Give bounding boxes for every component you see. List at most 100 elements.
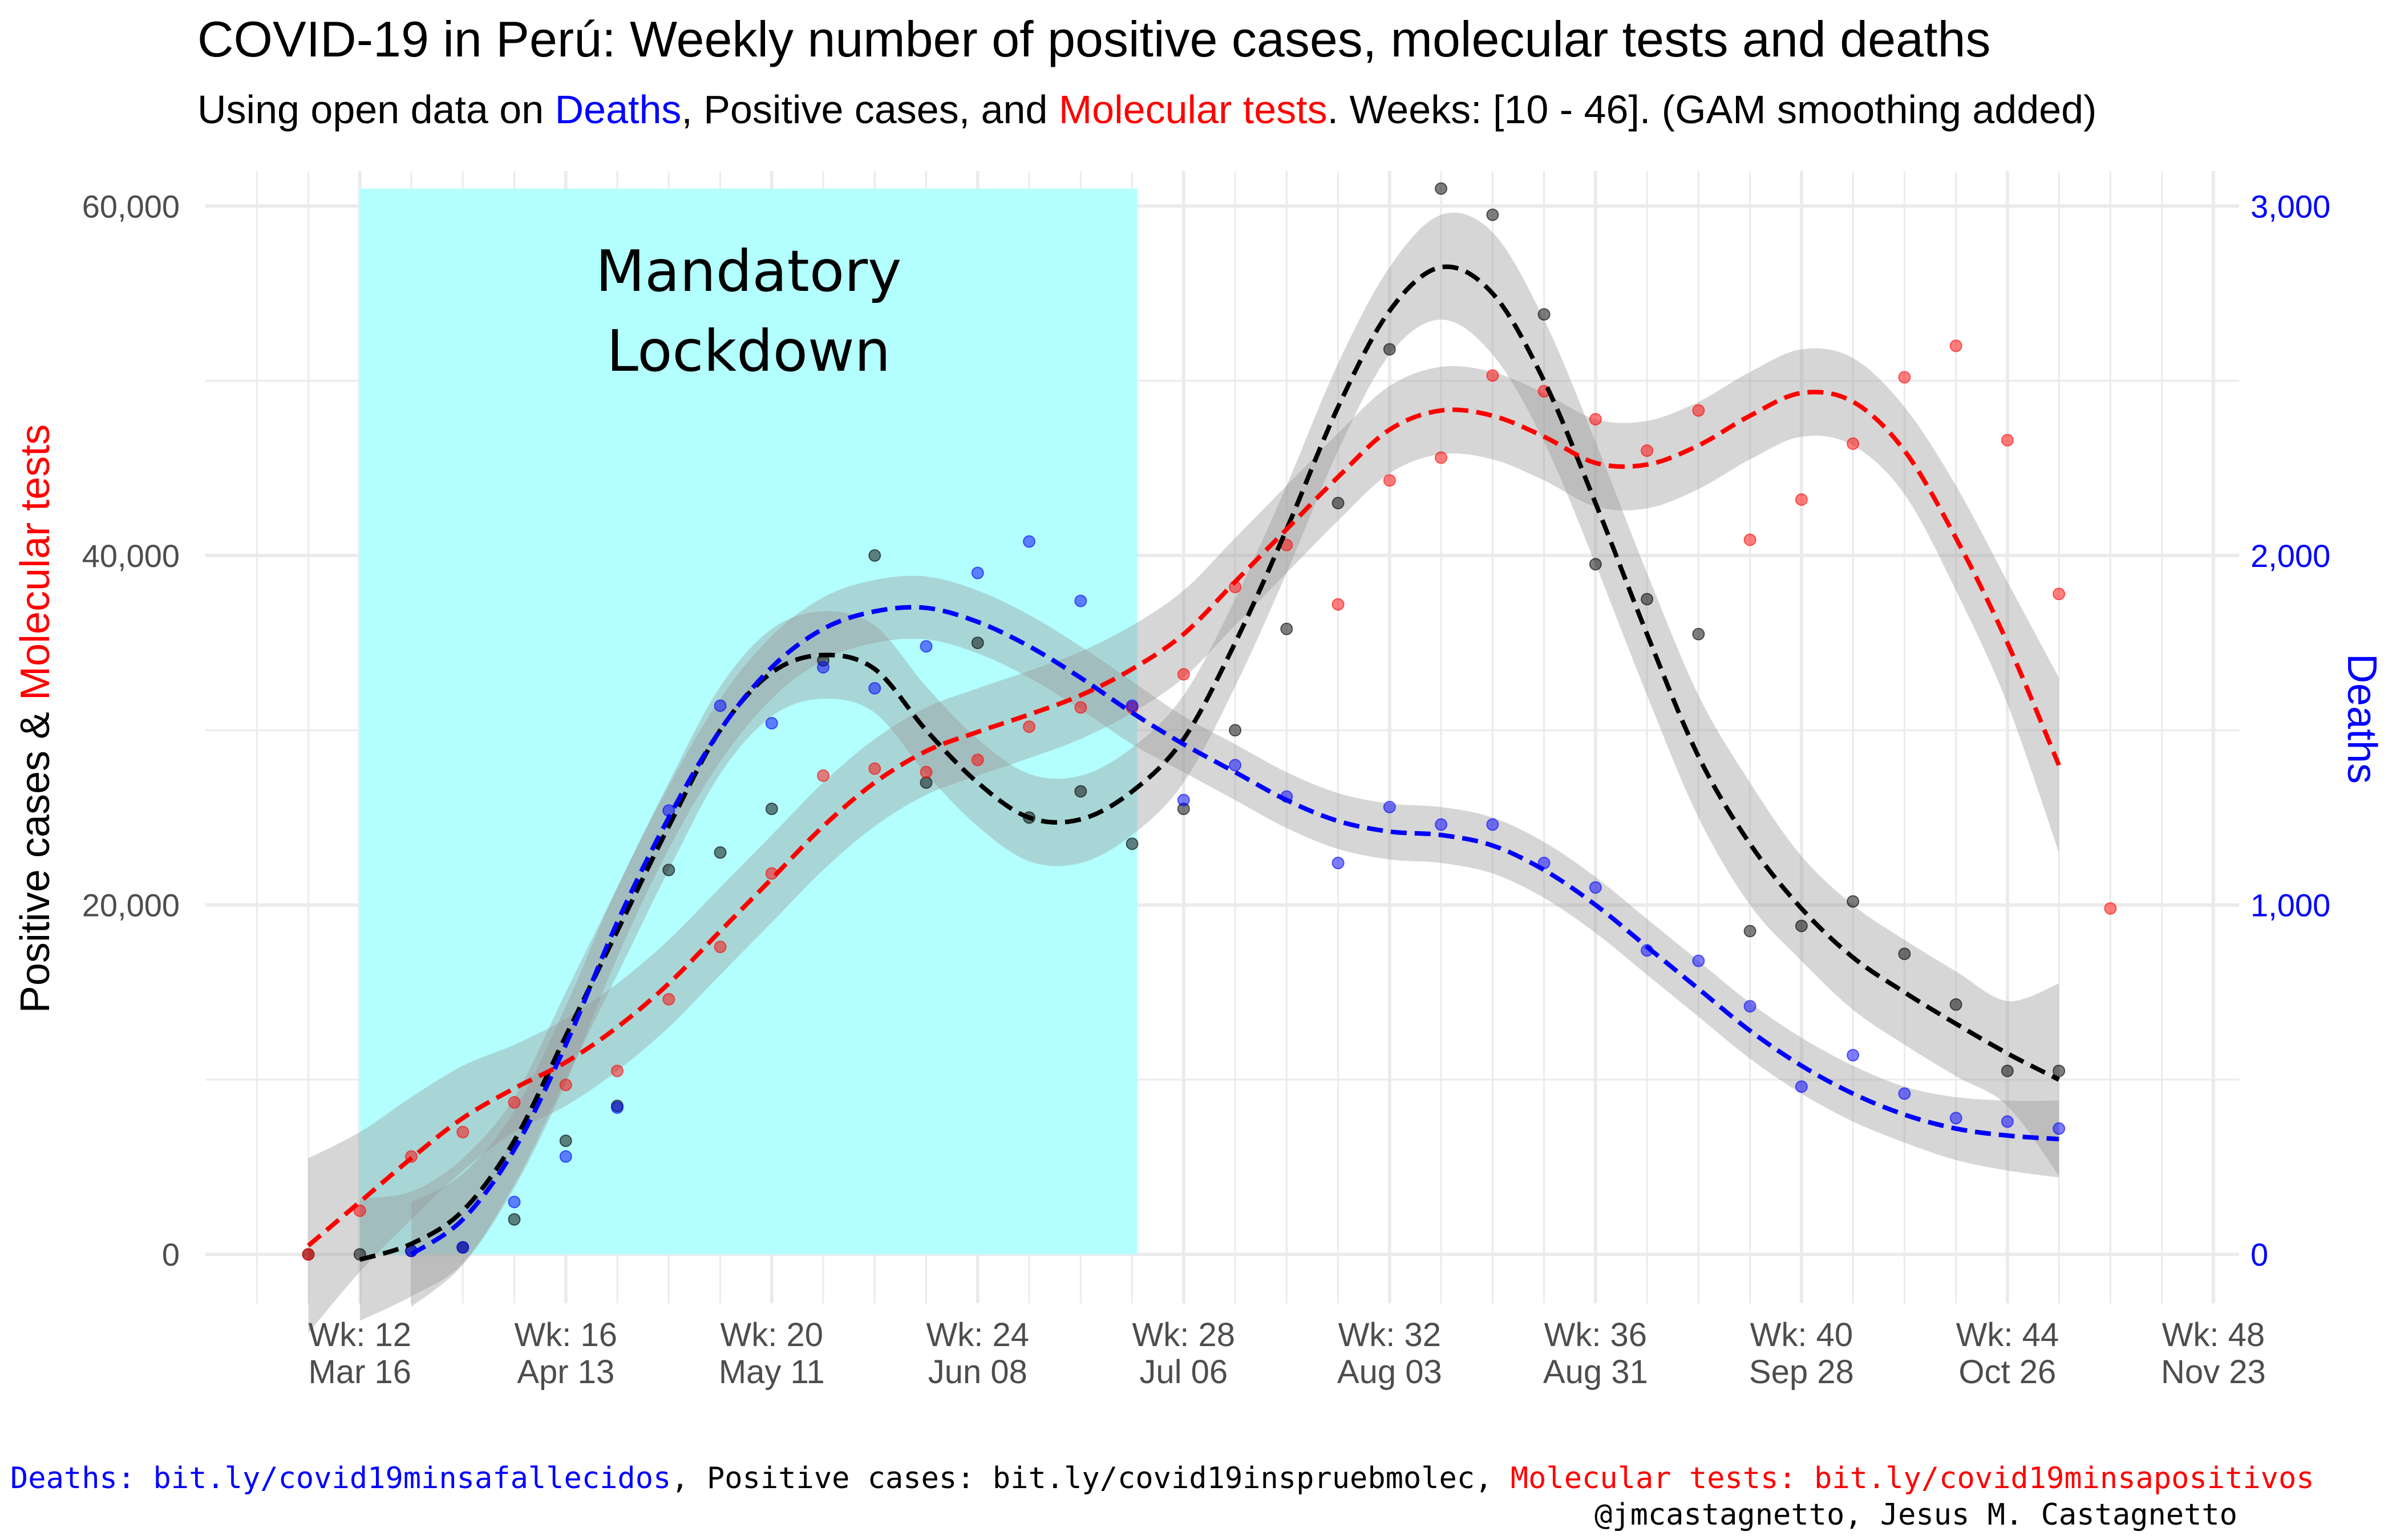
point-molecular-tests [353,1204,366,1217]
y-right-tick-label: 2,000 [2251,538,2330,574]
point-deaths [765,716,778,730]
point-molecular-tests [662,992,675,1006]
point-deaths [920,640,933,653]
point-molecular-tests [1023,720,1036,733]
point-molecular-tests [1435,451,1448,464]
chart-subtitle: Using open data on Deaths, Positive case… [197,87,2096,132]
smooth-line-positive-cases [359,264,2060,1262]
point-molecular-tests [920,765,933,779]
point-molecular-tests [456,1125,470,1138]
lockdown-label-line1: Mandatory [596,238,901,305]
x-tick-label-date: Jul 06 [1139,1353,1228,1391]
x-tick-label-week: Wk: 32 [1338,1316,1442,1353]
subtitle-suffix: . Weeks: [10 - 46]. (GAM smoothing added… [1327,87,2097,132]
point-molecular-tests [2001,433,2014,447]
y-right-tick-label: 3,000 [2251,188,2330,224]
point-deaths [1435,818,1448,831]
point-positive-cases [1486,208,1499,221]
point-deaths [868,682,881,695]
point-molecular-tests [611,1064,624,1077]
point-molecular-tests [1074,701,1087,714]
point-molecular-tests [1641,444,1654,457]
point-positive-cases [1383,343,1396,356]
point-molecular-tests [2104,902,2117,915]
point-deaths [559,1150,572,1163]
y-axis-left-label-cases: Positive cases & [13,700,58,1013]
caption: Deaths: bit.ly/covid19minsafallecidos, P… [10,1461,2314,1496]
x-tick-label-date: Apr 13 [517,1353,614,1391]
point-deaths [2001,1115,2014,1128]
x-tick-label-date: Aug 31 [1543,1353,1648,1391]
point-deaths [2053,1122,2066,1135]
point-positive-cases [1641,593,1654,606]
credit: @jmcastagnetto, Jesus M. Castagnetto [1594,1498,2237,1532]
x-tick-label-week: Wk: 40 [1750,1316,1853,1353]
subtitle-prefix: Using open data on [197,87,555,132]
point-positive-cases [662,864,675,877]
point-molecular-tests [1692,404,1705,417]
y-axis-left-ticks: 0 20,000 40,000 60,000 [82,188,180,1272]
point-positive-cases [1537,308,1551,321]
point-deaths [1847,1049,1860,1062]
point-molecular-tests [714,941,727,954]
point-deaths [1074,594,1087,607]
y-axis-left-label: Positive cases & Molecular tests [13,424,58,1013]
point-positive-cases [868,549,881,562]
y-left-tick-label: 40,000 [82,538,180,574]
smooth-line-deaths [410,605,2059,1257]
smooth-line-molecular-tests [306,390,2061,1247]
point-molecular-tests [1486,369,1499,382]
point-positive-cases [1898,947,1911,961]
point-deaths [1331,857,1345,870]
point-molecular-tests [1795,493,1808,506]
point-molecular-tests [1949,339,1962,352]
y-right-tick-label: 1,000 [2251,887,2330,923]
y-axis-right-ticks: 0 1,000 2,000 3,000 [2251,188,2330,1272]
x-tick-label-date: May 11 [719,1353,825,1391]
x-tick-label-week: Wk: 44 [1956,1316,2059,1353]
point-positive-cases [2053,1064,2066,1077]
y-left-tick-label: 60,000 [82,188,180,224]
point-deaths [1692,954,1705,967]
point-positive-cases [1074,785,1087,798]
point-deaths [1743,1000,1756,1013]
point-positive-cases [765,803,778,816]
caption-sep1: , [671,1461,707,1496]
point-deaths [1383,801,1396,814]
smooth-lines [306,264,2061,1262]
x-tick-label-week: Wk: 36 [1544,1316,1648,1353]
point-positive-cases [1847,895,1860,908]
point-positive-cases [1229,724,1242,737]
point-deaths [714,699,727,712]
point-positive-cases [1126,837,1139,850]
point-positive-cases [508,1213,521,1226]
point-deaths [508,1195,521,1209]
caption-sep2: , [1475,1461,1511,1496]
subtitle-middle: , Positive cases, and [681,87,1059,132]
point-molecular-tests [559,1079,572,1092]
x-tick-label-week: Wk: 12 [309,1316,412,1353]
x-tick-label-week: Wk: 16 [515,1316,618,1353]
caption-deaths-source: Deaths: bit.ly/covid19minsafallecidos [10,1461,671,1496]
point-positive-cases [2001,1064,2014,1077]
y-axis-right-label: Deaths [2339,654,2385,784]
x-tick-label-date: Nov 23 [2161,1353,2266,1391]
caption-cases-source: Positive cases: bit.ly/covid19inspruebmo… [706,1461,1475,1496]
point-deaths [1589,881,1602,894]
point-positive-cases [920,776,933,789]
lockdown-region [359,188,1138,1255]
subtitle-tests: Molecular tests [1058,87,1327,132]
point-molecular-tests [1589,412,1602,425]
point-positive-cases [1795,919,1808,933]
point-deaths [1795,1080,1808,1093]
point-deaths [1898,1087,1911,1100]
data-points [302,182,2117,1261]
point-positive-cases [1949,998,1962,1011]
point-molecular-tests [1383,474,1396,487]
x-tick-label-week: Wk: 20 [721,1316,824,1353]
chart-title: COVID-19 in Perú: Weekly number of posit… [197,11,1991,67]
point-molecular-tests [1898,371,1911,384]
point-molecular-tests [302,1248,315,1261]
point-deaths [1949,1112,1962,1125]
